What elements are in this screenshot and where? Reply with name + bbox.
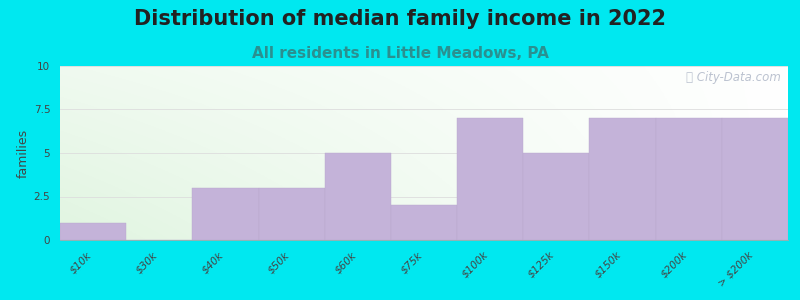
Bar — [656, 118, 722, 240]
Bar — [457, 118, 523, 240]
Bar — [60, 223, 126, 240]
Bar — [258, 188, 325, 240]
Bar — [391, 205, 457, 240]
Bar — [325, 153, 391, 240]
Text: Distribution of median family income in 2022: Distribution of median family income in … — [134, 9, 666, 29]
Bar — [523, 153, 590, 240]
Bar — [590, 118, 656, 240]
Text: All residents in Little Meadows, PA: All residents in Little Meadows, PA — [251, 46, 549, 62]
Text: ⓘ City-Data.com: ⓘ City-Data.com — [686, 71, 781, 84]
Y-axis label: families: families — [17, 128, 30, 178]
Bar — [192, 188, 258, 240]
Bar — [722, 118, 788, 240]
